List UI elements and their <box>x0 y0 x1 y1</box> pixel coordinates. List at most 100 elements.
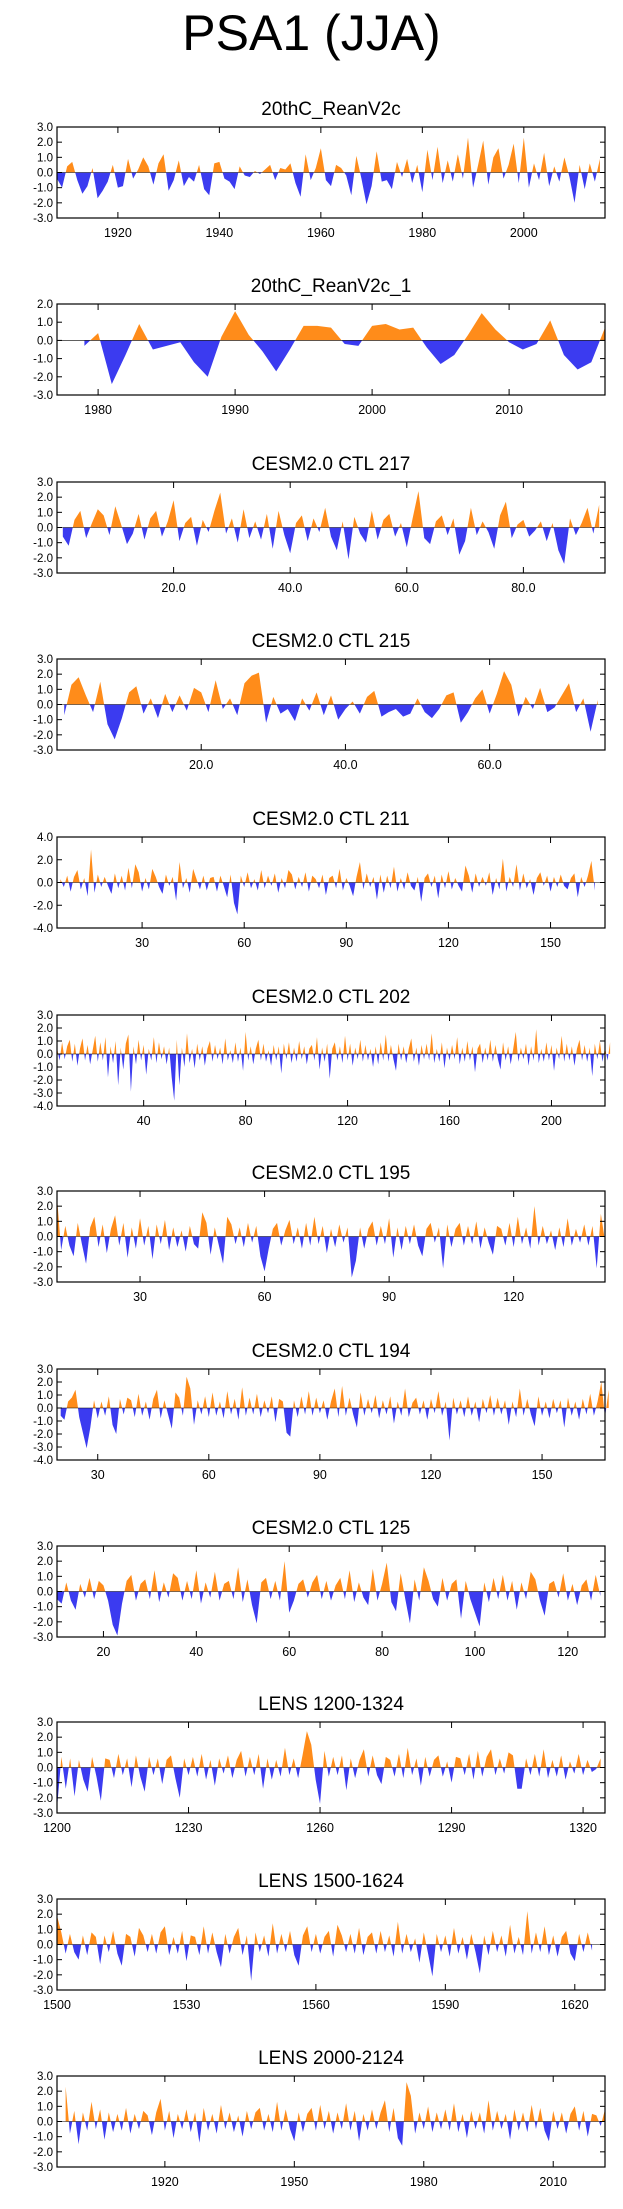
x-tick-label: 60.0 <box>395 581 419 595</box>
y-tick-label: 2.0 <box>37 1201 53 1213</box>
positive-area <box>62 491 600 528</box>
chart-panel-12: LENS 2000-2124 3.0 2.0 1.0 0.0 -1.0 -2.0 -3.0 19… <box>33 2048 606 2189</box>
x-tick-label: 80 <box>239 1114 253 1128</box>
chart-panel-2: 20thC_ReanV2c_1 2.0 1.0 0.0 -1.0 -2.0 -3.0 1980… <box>33 276 606 417</box>
plot-frame <box>56 303 606 396</box>
chart-title: CESM2.0 CTL 217 <box>252 454 411 475</box>
x-tick-label: 40 <box>189 1645 203 1659</box>
x-tick-label: 1290 <box>438 1821 466 1835</box>
y-tick-label: -2.0 <box>33 198 53 210</box>
y-tick-label: 2.0 <box>37 2086 53 2098</box>
negative-area <box>57 1054 611 1101</box>
chart-title: 20thC_ReanV2c_1 <box>251 276 412 297</box>
positive-area <box>57 1029 611 1054</box>
x-tick-label: 1620 <box>561 1998 589 2012</box>
x-tick-label: 20.0 <box>161 581 185 595</box>
positive-area <box>64 671 598 705</box>
negative-area <box>84 340 605 385</box>
negative-area <box>65 2121 605 2146</box>
y-tick-label: -2.0 <box>33 372 53 384</box>
y-tick-label: 3.0 <box>37 1541 53 1553</box>
x-tick-label: 90 <box>313 1468 327 1482</box>
positive-area <box>60 1376 609 1408</box>
y-tick-label: 3.0 <box>37 477 53 489</box>
negative-area <box>57 1591 601 1636</box>
positive-area <box>57 1197 605 1237</box>
y-tick-label: 1.0 <box>37 1036 53 1048</box>
positive-area <box>57 137 600 173</box>
x-tick-label: 1200 <box>43 1821 71 1835</box>
y-tick-label: -3.0 <box>33 745 53 757</box>
chart-panel-5: CESM2.0 CTL 211 4.0 2.0 0.0 -2.0 -4.0 30 60 90 12… <box>33 809 606 950</box>
x-tick-label: 40 <box>137 1114 151 1128</box>
x-tick-label: 1530 <box>173 1998 201 2012</box>
y-tick-label: 3.0 <box>37 654 53 666</box>
x-tick-label: 1230 <box>175 1821 203 1835</box>
y-tick-label: 2.0 <box>37 1556 53 1568</box>
x-tick-label: 1940 <box>205 226 233 240</box>
chart-title: CESM2.0 CTL 211 <box>252 809 409 830</box>
x-tick-label: 120 <box>438 936 459 950</box>
y-tick-label: -1.0 <box>33 715 53 727</box>
y-tick-label: -3.0 <box>33 1277 53 1289</box>
chart-title: LENS 1200-1324 <box>258 1694 404 1715</box>
y-tick-label: -1.0 <box>33 1416 53 1428</box>
x-tick-label: 1980 <box>410 2175 438 2189</box>
positive-area <box>84 311 605 341</box>
y-tick-label: -4.0 <box>33 1101 53 1113</box>
y-tick-label: -2.0 <box>33 1793 53 1805</box>
y-tick-label: 2.0 <box>37 1023 53 1035</box>
y-tick-label: -1.0 <box>33 1062 53 1074</box>
x-tick-label: 120 <box>337 1114 358 1128</box>
plot-frame <box>56 1014 606 1107</box>
y-tick-label: 1.0 <box>37 1216 53 1228</box>
y-tick-label: -3.0 <box>33 1088 53 1100</box>
x-tick-label: 30 <box>133 1290 147 1304</box>
x-tick-label: 2010 <box>495 403 523 417</box>
negative-area <box>60 1408 609 1449</box>
y-tick-label: -3.0 <box>33 2162 53 2174</box>
chart-title: CESM2.0 CTL 195 <box>252 1163 411 1184</box>
x-tick-label: 1980 <box>84 403 112 417</box>
y-tick-label: 1.0 <box>37 1571 53 1583</box>
x-tick-label: 1260 <box>306 1821 334 1835</box>
y-tick-label: 0.0 <box>37 335 53 347</box>
chart-title: CESM2.0 CTL 194 <box>252 1341 411 1362</box>
x-tick-label: 40.0 <box>333 758 357 772</box>
x-tick-label: 1950 <box>280 2175 308 2189</box>
y-tick-label: 4.0 <box>37 832 53 844</box>
x-tick-label: 1320 <box>569 1821 597 1835</box>
y-tick-label: 1.0 <box>37 1390 53 1402</box>
x-tick-label: 1990 <box>221 403 249 417</box>
chart-panel-8: CESM2.0 CTL 194 3.02.01.00.0-1.0-2.0-3.0-… <box>33 1341 609 1482</box>
y-tick-label: 1.0 <box>37 152 53 164</box>
x-tick-label: 90 <box>382 1290 396 1304</box>
y-tick-label: 0.0 <box>37 1049 53 1061</box>
chart-title: CESM2.0 CTL 202 <box>252 987 411 1008</box>
x-tick-label: 1560 <box>302 1998 330 2012</box>
negative-area <box>64 704 598 740</box>
x-tick-label: 40.0 <box>278 581 302 595</box>
positive-area <box>57 1731 601 1768</box>
y-tick-label: 0.0 <box>37 1763 53 1775</box>
positive-area <box>57 1911 593 1945</box>
y-tick-label: 1.0 <box>37 317 53 329</box>
chart-panel-3: CESM2.0 CTL 217 3.0 2.0 1.0 0.0 -1.0 -2.0 -3.0 2… <box>33 454 606 595</box>
y-tick-label: 2.0 <box>37 137 53 149</box>
y-tick-label: -1.0 <box>33 354 53 366</box>
chart-panel-11: LENS 1500-16243.02.01.00.0-1.0-2.0-3.015… <box>33 1871 606 2012</box>
x-tick-label: 2000 <box>358 403 386 417</box>
x-tick-label: 150 <box>532 1468 553 1482</box>
y-tick-label: -1.0 <box>33 538 53 550</box>
y-tick-label: 0.0 <box>37 1232 53 1244</box>
positive-area <box>60 849 595 883</box>
y-tick-label: -2.0 <box>33 1075 53 1087</box>
chart-title: CESM2.0 CTL 215 <box>252 631 411 652</box>
x-tick-label: 80.0 <box>511 581 535 595</box>
y-tick-label: -2.0 <box>33 2147 53 2159</box>
y-tick-label: 2.0 <box>37 1909 53 1921</box>
negative-area <box>57 1767 601 1809</box>
chart-panel-4: CESM2.0 CTL 215 3.0 2.0 1.0 0.0 -1.0 -2.0 -3.0 2… <box>33 631 606 772</box>
x-tick-label: 150 <box>540 936 561 950</box>
y-tick-label: 3.0 <box>37 122 53 134</box>
